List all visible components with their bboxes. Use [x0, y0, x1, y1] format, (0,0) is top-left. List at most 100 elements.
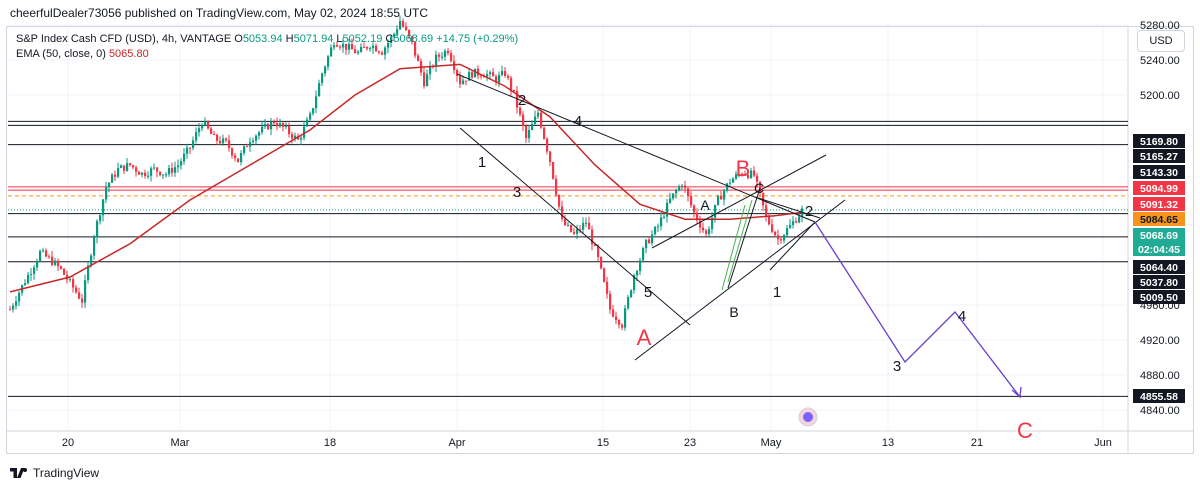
candle-body — [120, 165, 123, 168]
price-tag-label: 5091.32 — [1140, 199, 1178, 211]
candle-body — [342, 43, 345, 48]
candle-body — [417, 55, 420, 62]
candle-body — [168, 168, 171, 175]
candle-body — [483, 76, 486, 78]
event-icon-inner — [803, 412, 813, 422]
candle-body — [696, 212, 699, 221]
candle-body — [573, 231, 576, 234]
candle-body — [645, 239, 648, 249]
candle-body — [198, 128, 201, 133]
candle-body — [30, 273, 33, 275]
candle-body — [648, 239, 651, 244]
legend-high-label: H — [285, 33, 294, 45]
candle-body — [408, 29, 411, 37]
candle-body — [651, 234, 654, 244]
candle-body — [240, 153, 243, 163]
candle-body — [690, 196, 693, 206]
candle-body — [537, 112, 540, 117]
currency-button[interactable]: USD — [1137, 30, 1185, 52]
candle-body — [159, 171, 162, 176]
candle-body — [267, 123, 270, 130]
candle-body — [249, 142, 252, 147]
candle-body — [618, 320, 621, 325]
wave-label: 3 — [893, 358, 901, 375]
candle-body — [465, 80, 468, 82]
candle-body — [84, 280, 87, 303]
price-tag-bg — [1133, 197, 1185, 211]
candle-body — [48, 256, 51, 258]
candle-body — [717, 195, 720, 205]
candle-body — [270, 121, 273, 130]
ema-line — [9, 63, 803, 293]
candle-body — [552, 162, 555, 179]
candle-body — [492, 72, 495, 77]
candle-body — [582, 222, 585, 230]
candle-body — [414, 42, 417, 56]
candle-body — [33, 267, 36, 274]
candle-body — [681, 185, 684, 187]
candle-body — [744, 174, 747, 176]
legend-low-label: L — [336, 33, 343, 45]
candle-body — [576, 229, 579, 234]
candle-body — [129, 163, 132, 166]
candle-body — [756, 175, 759, 182]
candle-body — [195, 132, 198, 141]
projection-arrowhead — [1011, 386, 1022, 399]
candle-body — [525, 126, 528, 139]
candle-body — [798, 216, 801, 223]
x-tick-label: 21 — [971, 437, 983, 449]
candle-body — [360, 46, 363, 52]
candle-body — [288, 125, 291, 135]
legend-ema-label[interactable]: EMA (50, close, 0) — [16, 48, 106, 60]
legend-high: 5071.94 — [293, 33, 334, 45]
candle-body — [132, 165, 135, 168]
candle-body — [627, 297, 630, 309]
wave-label: 5 — [644, 284, 652, 301]
candle-body — [9, 309, 12, 311]
candle-body — [597, 245, 600, 257]
candle-body — [585, 222, 588, 224]
candle-body — [228, 140, 231, 149]
wave-label: 3 — [513, 184, 521, 201]
candle-body — [222, 138, 225, 144]
candle-body — [339, 46, 342, 48]
candle-body — [51, 256, 54, 265]
candle-body — [711, 217, 714, 230]
tradingview-logo-icon — [10, 468, 27, 478]
candle-body — [369, 48, 372, 50]
candle-body — [594, 244, 597, 246]
candle-body — [786, 228, 789, 236]
candle-body — [348, 44, 351, 50]
candle-body — [687, 188, 690, 197]
candle-body — [123, 165, 126, 171]
candle-body — [153, 167, 156, 169]
legend-change: +14.75 (+0.29%) — [436, 33, 519, 45]
candle-body — [201, 125, 204, 129]
candle-body — [423, 72, 426, 87]
candle-body — [411, 36, 414, 43]
wave-label: C — [754, 180, 764, 196]
candle-body — [753, 170, 756, 176]
candle-body — [258, 132, 261, 136]
candle-body — [312, 108, 315, 114]
candle-body — [114, 174, 117, 177]
candle-body — [387, 42, 390, 48]
candle-body — [513, 89, 516, 92]
legend-symbol[interactable]: S&P Index Cash CFD (USD), 4h, VANTAGE — [16, 33, 232, 45]
wave-label: A — [637, 325, 652, 350]
price-tag-bg — [1133, 149, 1185, 163]
candle-body — [381, 52, 384, 55]
candle-body — [336, 45, 339, 47]
candle-body — [735, 174, 738, 179]
candle-body — [561, 206, 564, 219]
candle-body — [714, 204, 717, 218]
legend-open: 5053.94 — [242, 33, 283, 45]
candle-body — [783, 235, 786, 241]
price-tag-bg — [1133, 290, 1185, 304]
candle-body — [294, 135, 297, 139]
candle-body — [186, 147, 189, 154]
candle-body — [12, 305, 15, 310]
candle-body — [351, 44, 354, 50]
candle-body — [507, 75, 510, 78]
